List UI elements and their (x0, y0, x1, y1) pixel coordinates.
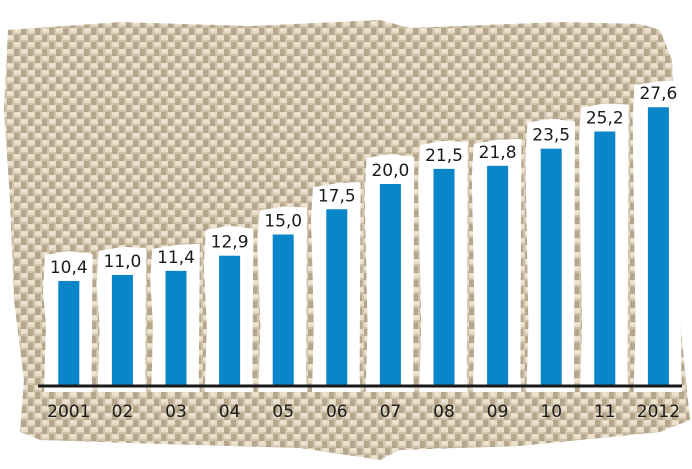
value-label: 21,8 (479, 143, 517, 163)
bar-02 (111, 274, 133, 386)
value-label: 21,5 (425, 146, 463, 166)
x-tick-label: 11 (594, 402, 616, 422)
x-tick-label: 2012 (637, 402, 680, 422)
bar-04 (219, 255, 241, 386)
x-tick-labels: 2001 02 03 04 05 06 07 08 09 10 11 2012 (47, 402, 680, 422)
bar-09 (487, 165, 509, 386)
value-label: 11,0 (103, 252, 141, 272)
bar-07 (379, 184, 401, 386)
x-tick-label: 10 (540, 402, 562, 422)
x-tick-label: 03 (165, 402, 187, 422)
value-label: 23,5 (532, 126, 570, 146)
bar-2012 (647, 107, 669, 387)
value-label: 11,4 (157, 248, 195, 268)
bar-10 (540, 148, 562, 386)
value-label: 25,2 (586, 108, 624, 128)
x-tick-label: 2001 (47, 402, 90, 422)
value-label: 27,6 (639, 84, 677, 104)
bar-03 (165, 270, 187, 386)
label-cards (43, 80, 683, 393)
x-tick-label: 06 (326, 402, 348, 422)
x-tick-label: 07 (380, 402, 402, 422)
value-label: 15,0 (264, 212, 302, 232)
x-tick-label: 02 (112, 402, 134, 422)
x-tick-label: 08 (433, 402, 455, 422)
value-labels: 10,4 11,0 11,4 12,9 15,0 17,5 20,0 21,5 21,8 23,5… (50, 84, 677, 278)
value-label: 20,0 (371, 161, 409, 181)
x-tick-label: 09 (487, 402, 509, 422)
bar-11 (594, 131, 616, 386)
value-label: 10,4 (50, 258, 88, 278)
x-tick-label: 04 (219, 402, 241, 422)
value-label: 12,9 (211, 233, 249, 253)
bars (58, 107, 669, 387)
bar-08 (433, 168, 455, 386)
value-label: 17,5 (318, 186, 356, 206)
bar-2001 (58, 280, 80, 386)
bar-05 (272, 234, 294, 386)
x-tick-label: 05 (272, 402, 294, 422)
bar-06 (326, 209, 348, 386)
